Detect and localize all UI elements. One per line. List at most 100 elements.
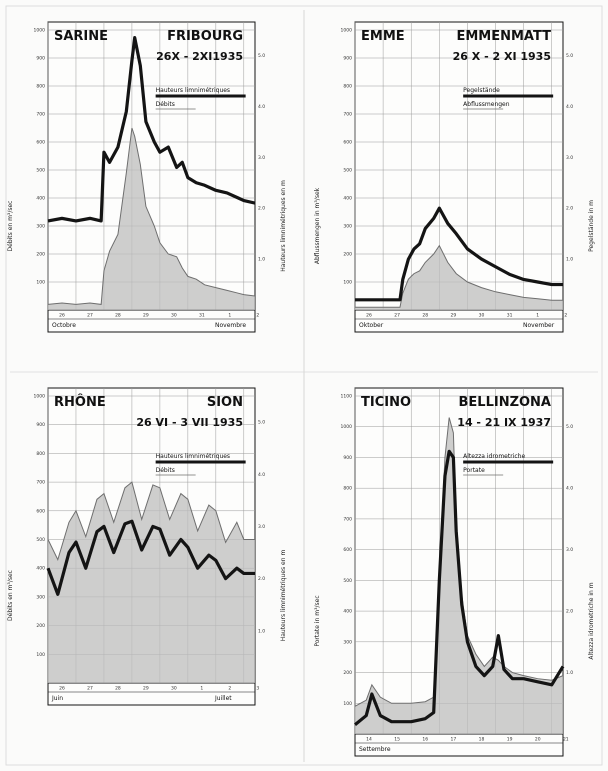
series-line-thin-0 bbox=[47, 127, 256, 305]
y-right-tick-label: 3.0 bbox=[258, 524, 265, 530]
y-left-tick-label: 600 bbox=[36, 508, 45, 514]
y-left-tick-label: 500 bbox=[36, 537, 45, 543]
y-left-tick-label: 100 bbox=[36, 652, 45, 658]
day-tick-label: 28 bbox=[115, 313, 121, 319]
y-left-tick-label: 700 bbox=[36, 112, 45, 118]
y-right-tick-label: 1.0 bbox=[258, 628, 265, 634]
series-line-thick-2 bbox=[46, 519, 255, 596]
series-line-thick-0 bbox=[47, 36, 256, 223]
y-left-tick-label: 300 bbox=[36, 224, 45, 230]
y-left-tick-label: 1000 bbox=[34, 28, 46, 34]
legend-label-thin: Débits bbox=[156, 101, 175, 108]
month-label: Octobre bbox=[52, 322, 76, 329]
y-right-axis-label: Hauteurs limnimétriques en m bbox=[280, 180, 287, 272]
series-line-thin-2 bbox=[47, 481, 255, 561]
legend-label-thick: Pegelstände bbox=[463, 87, 500, 94]
chart-panel-2: 100 200 300 400 500 600 700 800 900 1000 1.0 2.0 3.0… bbox=[314, 21, 595, 333]
day-tick-label: 18 bbox=[479, 737, 485, 743]
y-left-tick-label: 500 bbox=[343, 168, 352, 174]
day-tick-label: 2 bbox=[256, 313, 259, 319]
day-tick-label: 20 bbox=[535, 737, 541, 743]
day-tick-label: 27 bbox=[87, 686, 93, 692]
y-left-tick-label: 700 bbox=[36, 480, 45, 486]
chart-title-right: BELLINZONA bbox=[459, 395, 552, 410]
y-right-tick-label: 3.0 bbox=[258, 155, 265, 161]
y-left-tick-label: 800 bbox=[36, 451, 45, 457]
chart-panel-1: 100 200 300 400 500 600 700 800 900 1000 1.0 2.0 3.0… bbox=[7, 21, 287, 333]
day-tick-label: 26 bbox=[366, 313, 372, 319]
y-left-tick-label: 500 bbox=[343, 578, 352, 584]
chart-title-left: RHÔNE bbox=[54, 394, 106, 410]
day-tick-label: 29 bbox=[143, 313, 149, 319]
y-left-tick-label: 100 bbox=[36, 280, 45, 286]
y-left-tick-label: 700 bbox=[343, 112, 352, 118]
y-right-tick-label: 4.0 bbox=[566, 486, 573, 492]
y-left-tick-label: 400 bbox=[343, 609, 352, 615]
chart-date-range: 26 X - 2 XI 1935 bbox=[453, 50, 551, 63]
y-right-tick-label: 1.0 bbox=[566, 670, 573, 676]
y-left-tick-label: 200 bbox=[36, 252, 45, 258]
y-left-tick-label: 400 bbox=[343, 196, 352, 202]
y-left-tick-label: 800 bbox=[36, 84, 45, 90]
y-right-axis-label: Hauteurs limnimétriques en m bbox=[280, 550, 287, 642]
day-tick-label: 31 bbox=[507, 313, 513, 319]
y-left-tick-label: 900 bbox=[343, 56, 352, 62]
y-right-tick-label: 2.0 bbox=[258, 206, 265, 212]
month-label: Juin bbox=[51, 695, 63, 702]
day-tick-label: 27 bbox=[394, 313, 400, 319]
y-left-tick-label: 200 bbox=[343, 252, 352, 258]
month-label: Settembre bbox=[359, 746, 391, 753]
day-tick-label: 1 bbox=[200, 686, 203, 692]
day-tick-label: 15 bbox=[394, 737, 400, 743]
y-right-tick-label: 2.0 bbox=[566, 609, 573, 615]
chart-panel-3: 100 200 300 400 500 600 700 800 900 1000 1.0 2.0 3.0… bbox=[7, 387, 287, 706]
y-left-tick-label: 200 bbox=[343, 670, 352, 676]
series-line-thin-1 bbox=[355, 244, 563, 308]
chart-title-left: EMME bbox=[361, 29, 405, 44]
legend-label-thick: Hauteurs limnimétriques bbox=[156, 453, 230, 460]
day-tick-label: 17 bbox=[451, 737, 457, 743]
y-left-tick-label: 900 bbox=[36, 56, 45, 62]
figure-border bbox=[5, 5, 603, 766]
y-left-tick-label: 600 bbox=[343, 140, 352, 146]
y-left-tick-label: 200 bbox=[36, 623, 45, 629]
day-tick-label: 28 bbox=[422, 313, 428, 319]
y-right-axis-label: Pegelstände in m bbox=[588, 200, 595, 252]
y-left-axis-label: Débits en m³/sec bbox=[7, 201, 14, 252]
y-right-tick-label: 1.0 bbox=[566, 257, 573, 263]
y-left-tick-label: 800 bbox=[343, 84, 352, 90]
y-left-tick-label: 900 bbox=[36, 422, 45, 428]
y-left-tick-label: 100 bbox=[343, 280, 352, 286]
y-right-tick-label: 2.0 bbox=[258, 576, 265, 582]
y-right-tick-label: 3.0 bbox=[566, 155, 573, 161]
y-left-tick-label: 600 bbox=[36, 140, 45, 146]
y-right-tick-label: 3.0 bbox=[566, 547, 573, 553]
month-label: Novembre bbox=[215, 322, 246, 329]
y-left-tick-label: 300 bbox=[343, 639, 352, 645]
y-left-tick-label: 600 bbox=[343, 547, 352, 553]
day-tick-label: 30 bbox=[171, 686, 177, 692]
day-tick-label: 29 bbox=[143, 686, 149, 692]
series-line-thick-3 bbox=[353, 449, 565, 727]
y-left-axis-label: Abflussmengen in m³/sek bbox=[314, 187, 321, 264]
day-tick-label: 2 bbox=[564, 313, 567, 319]
day-tick-label: 27 bbox=[87, 313, 93, 319]
legend-label-thick: Altezza idrometriche bbox=[463, 453, 525, 460]
y-left-tick-label: 1100 bbox=[341, 394, 353, 400]
chart-panel-4: 100 200 300 400 500 600 700 800 900 1000 1100 1.0 2.… bbox=[314, 387, 595, 757]
y-right-tick-label: 5.0 bbox=[258, 420, 265, 426]
y-left-tick-label: 700 bbox=[343, 516, 352, 522]
day-tick-label: 30 bbox=[171, 313, 177, 319]
legend-label-thin: Abflussmengen bbox=[463, 101, 510, 108]
day-tick-label: 14 bbox=[366, 737, 372, 743]
y-left-tick-label: 800 bbox=[343, 486, 352, 492]
y-right-tick-label: 5.0 bbox=[566, 53, 573, 59]
chart-title-right: FRIBOURG bbox=[167, 29, 243, 44]
y-left-tick-label: 400 bbox=[36, 196, 45, 202]
y-right-axis-label: Altezza idrometriche in m bbox=[588, 582, 595, 659]
y-left-axis-label: Portate in m³/sec bbox=[314, 595, 321, 646]
day-tick-label: 1 bbox=[536, 313, 539, 319]
legend-label-thin: Portate bbox=[463, 467, 485, 474]
day-tick-label: 1 bbox=[228, 313, 231, 319]
